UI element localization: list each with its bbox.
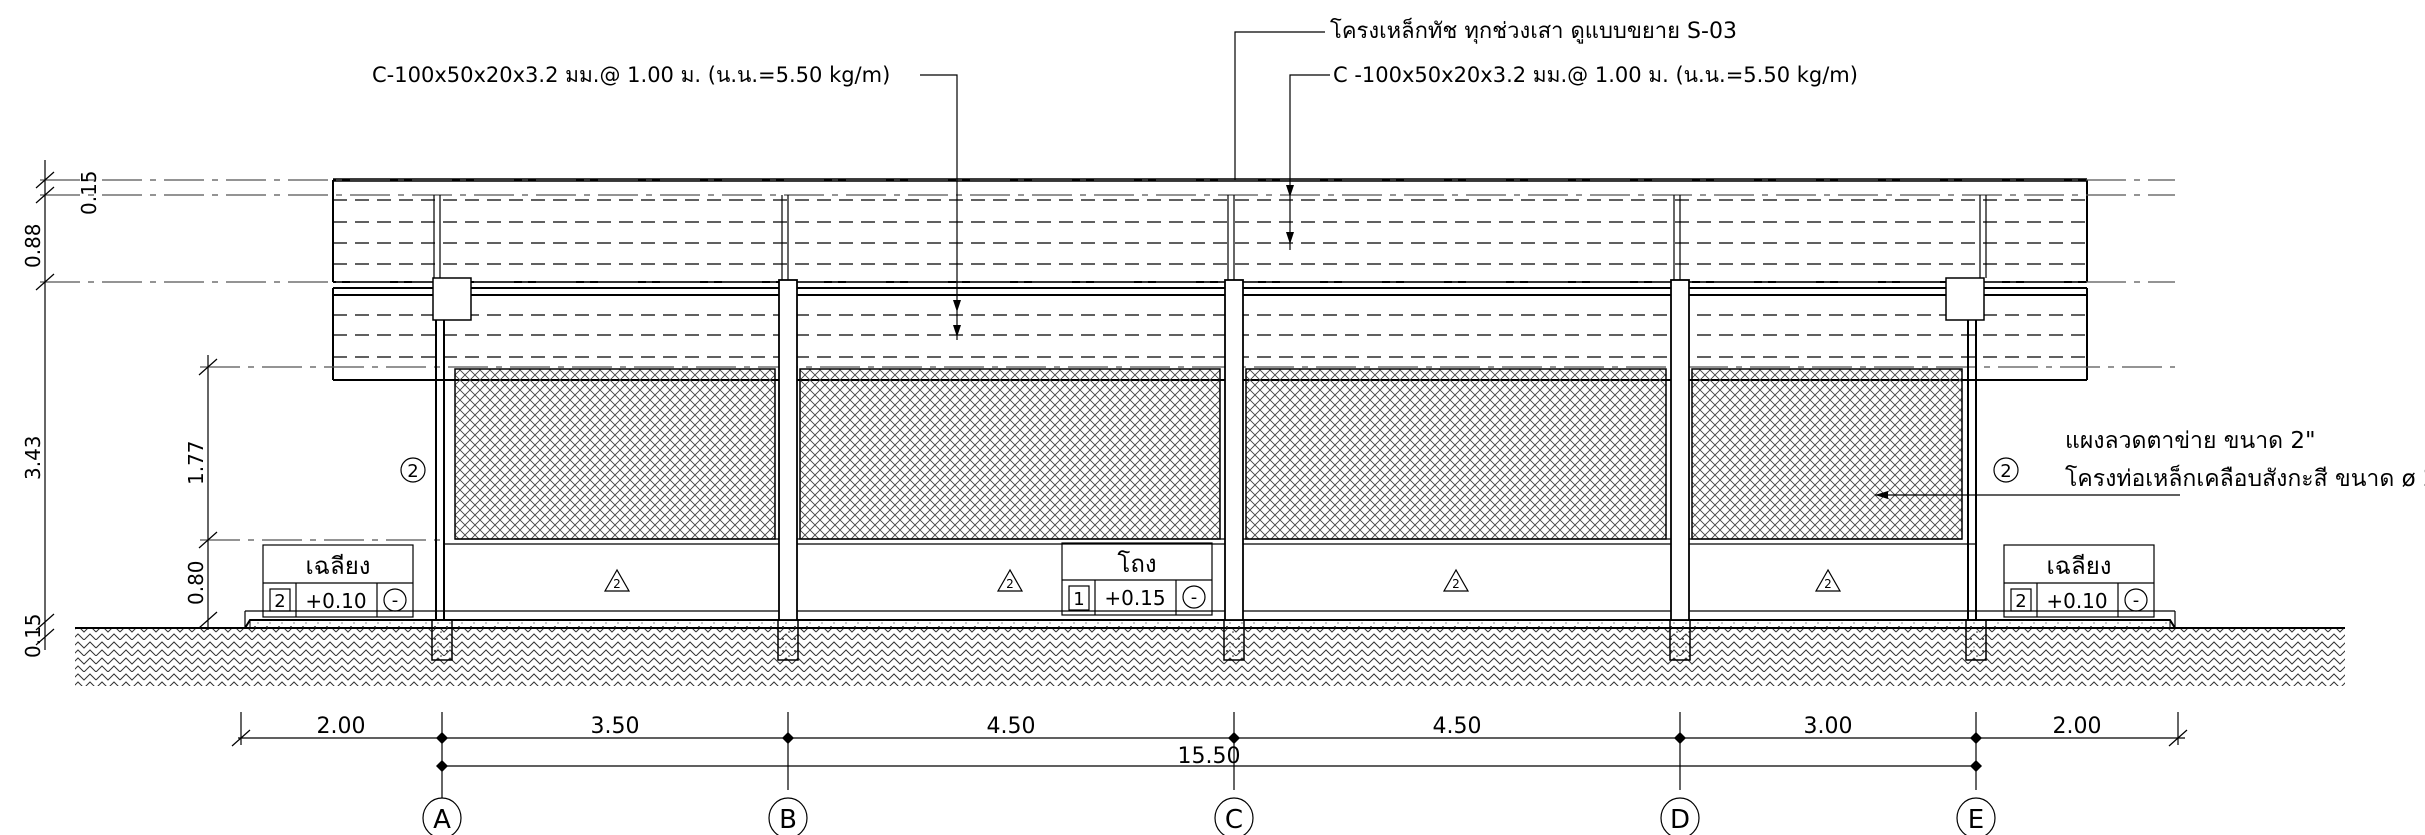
purlin-callout-left: C-100x50x20x3.2 มม.@ 1.00 ม. (น.น.=5.50 … bbox=[372, 63, 890, 87]
wall-mark-left: 2 bbox=[407, 461, 418, 482]
grid-axis-c: C bbox=[1225, 805, 1243, 835]
grid-axis-d: D bbox=[1670, 805, 1690, 835]
level-box-left-title: เฉลียง bbox=[305, 552, 370, 580]
level-lines bbox=[40, 179, 2175, 541]
triangle-marks: 2 2 2 2 bbox=[603, 568, 1842, 592]
roof-soffit bbox=[332, 287, 2088, 381]
purlin-callout-right: C -100x50x20x3.2 มม.@ 1.00 ม. (น.น.=5.50… bbox=[1333, 63, 1858, 87]
truss-callout: โครงเหล็กทัช ทุกช่วงเสา ดูแบบขยาย S-03 bbox=[1330, 16, 1737, 44]
grid-axes: A B C D E bbox=[422, 790, 1996, 835]
vertical-dimensions-inner: 1.77 0.80 bbox=[184, 355, 218, 630]
level-box-right-sign: - bbox=[2133, 590, 2140, 611]
grid-axis-b: B bbox=[779, 805, 797, 835]
triangle-mark-0: 2 bbox=[613, 577, 621, 591]
span-dim-5: 2.00 bbox=[2053, 714, 2102, 739]
mesh-callout-line1: แผงลวดตาข่าย ขนาด 2" bbox=[2065, 428, 2316, 454]
level-box-left-value: +0.10 bbox=[305, 589, 366, 613]
total-dim: 15.50 bbox=[1178, 744, 1241, 769]
horizontal-dimensions: 2.00 3.50 4.50 4.50 3.00 2.00 15.50 bbox=[231, 712, 2188, 790]
vertical-dimensions-outer: 0.15 0.88 3.43 0.15 bbox=[21, 160, 101, 658]
span-dim-2: 4.50 bbox=[987, 714, 1036, 739]
level-box-center-value: +0.15 bbox=[1104, 586, 1165, 610]
mesh-panels bbox=[445, 368, 1975, 545]
span-dim-3: 4.50 bbox=[1433, 714, 1482, 739]
triangle-mark-1: 2 bbox=[1006, 577, 1014, 591]
dim-outer-2: 3.43 bbox=[21, 435, 45, 480]
dim-inner-1: 0.80 bbox=[184, 560, 208, 605]
dim-inner-0: 1.77 bbox=[184, 440, 208, 485]
level-box-center-title: โถง bbox=[1117, 550, 1156, 578]
span-dim-1: 3.50 bbox=[591, 714, 640, 739]
level-box-left-num: 2 bbox=[274, 591, 285, 612]
grid-axis-e: E bbox=[1968, 805, 1984, 835]
level-box-left: เฉลียง 2 +0.10 - bbox=[262, 544, 414, 618]
mesh-callout-line2: โครงท่อเหล็กเคลือบสังกะสี ขนาด ø 2" bbox=[2065, 463, 2425, 492]
floor-slab bbox=[244, 610, 2176, 629]
level-box-right-num: 2 bbox=[2015, 591, 2026, 612]
dim-outer-0: 0.15 bbox=[77, 170, 101, 215]
level-box-center-sign: - bbox=[1191, 587, 1198, 608]
callout-leaders bbox=[920, 31, 2180, 499]
callout-texts: C-100x50x20x3.2 มม.@ 1.00 ม. (น.น.=5.50 … bbox=[372, 16, 2425, 492]
level-box-right-value: +0.10 bbox=[2046, 589, 2107, 613]
level-box-left-sign: - bbox=[392, 590, 399, 611]
level-box-right-title: เฉลียง bbox=[2046, 552, 2111, 580]
level-box-center-num: 1 bbox=[1073, 589, 1084, 610]
level-box-center: โถง 1 +0.15 - bbox=[1061, 542, 1213, 616]
columns bbox=[432, 195, 1987, 621]
level-box-right: เฉลียง 2 +0.10 - bbox=[2003, 544, 2155, 618]
dim-outer-1: 0.88 bbox=[21, 223, 45, 268]
span-dim-4: 3.00 bbox=[1804, 714, 1853, 739]
triangle-mark-3: 2 bbox=[1824, 577, 1832, 591]
ground bbox=[75, 627, 2345, 686]
grid-axis-a: A bbox=[433, 805, 451, 835]
wall-marks: 2 2 bbox=[400, 457, 2019, 483]
span-dim-0: 2.00 bbox=[317, 714, 366, 739]
triangle-mark-2: 2 bbox=[1452, 577, 1460, 591]
dim-outer-3: 0.15 bbox=[21, 613, 45, 658]
wall-mark-right: 2 bbox=[2000, 461, 2011, 482]
